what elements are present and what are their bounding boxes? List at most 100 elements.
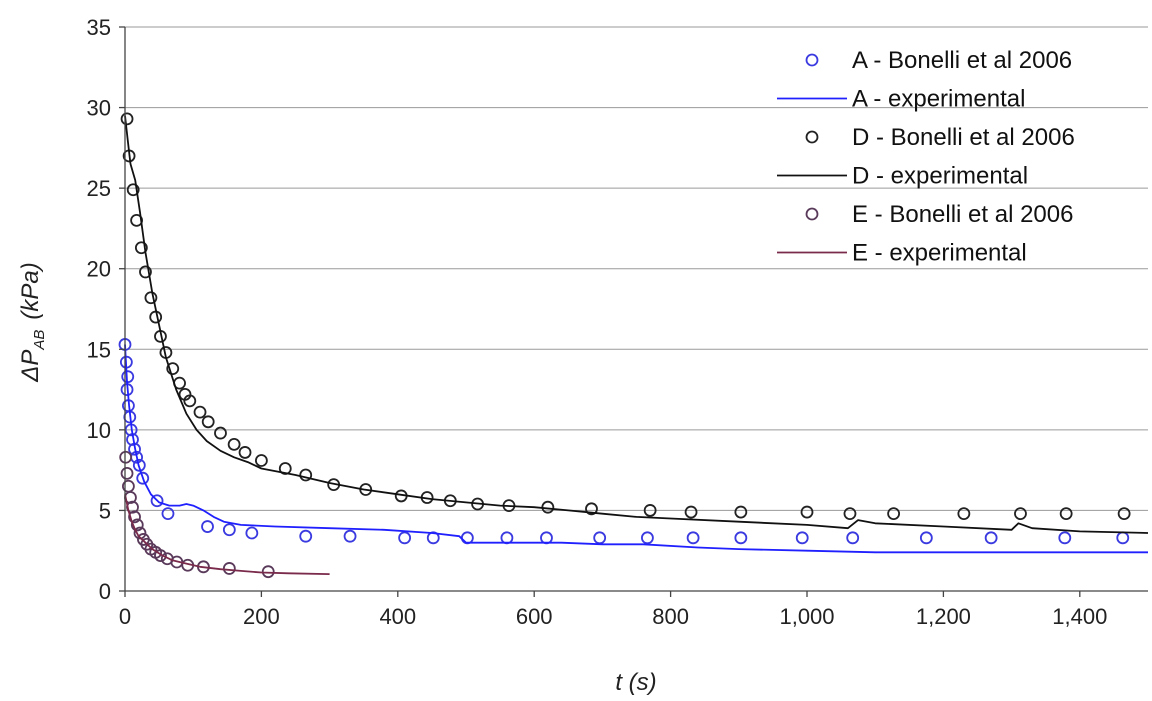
series-2	[120, 112, 1131, 521]
y-axis-title-main: ΔP	[17, 350, 44, 383]
series-2-point-17	[227, 437, 241, 451]
y-tick-labels: 0 5 10 15 20 25 30 35	[87, 15, 111, 604]
series-0-point-13	[161, 507, 175, 521]
series-line-5	[124, 494, 330, 575]
series-2-point-18	[238, 446, 252, 459]
series-4-point-0	[119, 450, 133, 464]
series-0-point-30	[919, 531, 933, 545]
series-2-point-30	[585, 502, 598, 516]
series-2-point-40	[1117, 507, 1131, 521]
series-2-point-20	[278, 462, 292, 475]
series-2-point-39	[1059, 507, 1073, 521]
x-tick-label-4: 800	[652, 604, 689, 629]
y-tick-label-7: 35	[87, 15, 111, 40]
axes	[119, 26, 1148, 597]
series-0-point-11	[136, 471, 150, 485]
series-2-point-19	[254, 454, 268, 467]
legend-label-0: A - Bonelli et al 2006	[852, 47, 1072, 74]
x-tick-label-5: 1,000	[779, 604, 834, 629]
legend-label-2: D - Bonelli et al 2006	[852, 124, 1075, 151]
legend-label-4: E - Bonelli et al 2006	[852, 201, 1073, 228]
series-0-point-19	[398, 531, 412, 545]
series-2-point-37	[957, 507, 971, 521]
series-2-point-15	[201, 415, 215, 429]
legend-item-3: D - experimental	[777, 163, 1028, 190]
series-2-point-14	[193, 405, 207, 419]
series-0-point-16	[245, 526, 259, 540]
y-tick-label-6: 30	[87, 96, 111, 121]
y-tick-label-0: 0	[99, 579, 111, 604]
x-tick-labels: 0 200 400 600 800 1,000 1,200 1,400	[119, 604, 1107, 629]
x-tick-label-1: 200	[243, 604, 280, 629]
legend-item-1: A - experimental	[777, 86, 1025, 113]
y-tick-label-2: 10	[87, 418, 111, 443]
series-2-point-21	[299, 468, 313, 482]
series-0-point-25	[641, 531, 654, 545]
series-0-point-32	[1058, 531, 1072, 545]
x-tick-label-7: 1,400	[1052, 604, 1107, 629]
x-tick-label-0: 0	[119, 604, 131, 629]
series-2-point-3	[130, 213, 143, 227]
series-3	[124, 115, 1149, 534]
series-2-point-34	[800, 505, 814, 519]
legend-swatch-marker-0	[805, 53, 819, 67]
legend-item-5: E - experimental	[777, 240, 1027, 267]
series-0-point-15	[222, 523, 236, 537]
legend-label-3: D - experimental	[852, 163, 1028, 190]
legend-item-2: D - Bonelli et al 2006	[805, 124, 1075, 151]
legend-item-0: A - Bonelli et al 2006	[805, 47, 1072, 74]
series-4-point-17	[222, 562, 236, 575]
series-line-3	[124, 115, 1149, 534]
x-tick-label-6: 1,200	[916, 604, 971, 629]
series-2-point-5	[139, 265, 152, 279]
series-0-point-28	[795, 531, 809, 545]
y-tick-label-3: 15	[87, 337, 111, 362]
gridlines	[125, 26, 1148, 511]
series-2-point-10	[166, 362, 180, 376]
series-line-1	[124, 344, 1148, 554]
series-4-point-5	[128, 510, 141, 524]
series-2-point-38	[1014, 507, 1027, 521]
series-0-point-18	[343, 529, 357, 543]
series-0-point-31	[984, 531, 998, 545]
series-2-point-35	[843, 507, 857, 521]
series-layer	[118, 112, 1149, 579]
series-2-point-6	[144, 291, 158, 305]
series-2-point-31	[643, 504, 657, 517]
y-axis-title: ΔPAB (kPa)	[17, 262, 48, 382]
y-tick-label-4: 20	[87, 257, 111, 282]
y-axis-title-sub: AB	[31, 330, 48, 351]
legend: A - Bonelli et al 2006 A - experimental D …	[777, 47, 1075, 267]
series-2-point-16	[214, 426, 227, 440]
series-0-point-14	[201, 520, 214, 533]
series-2-point-32	[684, 505, 698, 519]
series-5	[124, 494, 330, 575]
series-0-point-27	[734, 531, 748, 545]
y-tick-label-1: 5	[99, 498, 111, 523]
legend-label-5: E - experimental	[852, 240, 1027, 267]
series-2-point-2	[126, 183, 140, 197]
legend-swatch-marker-4	[805, 207, 819, 221]
series-0-point-26	[686, 531, 700, 545]
series-2-point-4	[134, 241, 148, 255]
series-2-point-36	[887, 507, 901, 521]
x-tick-label-3: 600	[516, 604, 553, 629]
x-tick-label-2: 400	[379, 604, 416, 629]
series-2-point-0	[120, 112, 134, 126]
series-0-point-17	[299, 529, 313, 543]
series-2-point-33	[734, 505, 748, 519]
series-4-point-1	[120, 466, 134, 480]
series-0-point-29	[846, 531, 860, 545]
series-1	[124, 344, 1148, 554]
y-axis-title-unit: (kPa)	[17, 262, 44, 319]
series-0-point-10	[132, 458, 146, 472]
legend-label-1: A - experimental	[852, 86, 1025, 113]
legend-item-4: E - Bonelli et al 2006	[805, 201, 1073, 228]
series-2-point-13	[183, 394, 197, 408]
legend-swatch-marker-2	[805, 130, 819, 144]
series-4-point-12	[154, 549, 167, 562]
x-axis-title: t (s)	[615, 669, 656, 696]
series-4-point-6	[130, 518, 144, 532]
